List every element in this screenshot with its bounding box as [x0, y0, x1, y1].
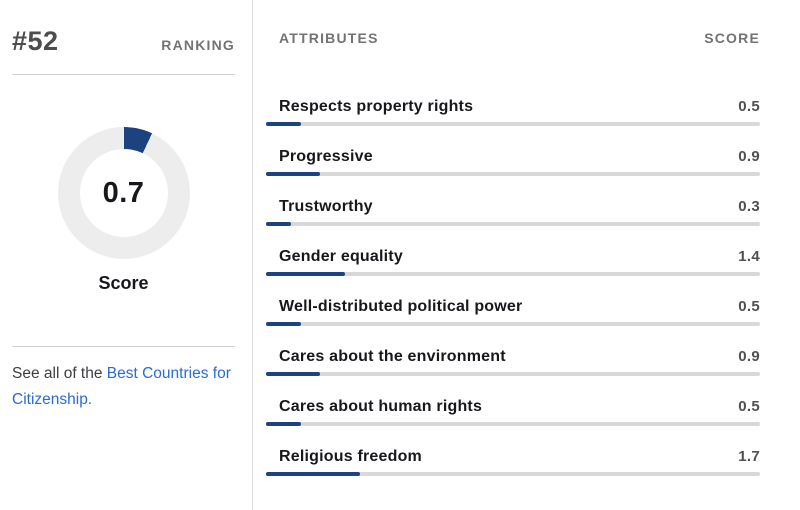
attribute-row: Well-distributed political power 0.5 — [266, 297, 760, 326]
attribute-row: Respects property rights 0.5 — [266, 97, 760, 126]
attribute-row: Religious freedom 1.7 — [266, 447, 760, 476]
score-header-label: SCORE — [704, 30, 760, 46]
attribute-bar-fill — [266, 272, 346, 276]
left-divider-rule — [12, 346, 235, 347]
ranking-header: #52 RANKING — [12, 0, 235, 75]
attribute-bar-track — [266, 322, 760, 326]
attribute-row-top: Well-distributed political power 0.5 — [266, 297, 760, 316]
donut-score-value: 0.7 — [102, 176, 145, 209]
attribute-label: Progressive — [279, 148, 373, 165]
attribute-bar-fill — [266, 472, 360, 476]
attribute-score: 0.5 — [738, 298, 760, 315]
attribute-score: 0.3 — [738, 198, 760, 215]
attribute-bar-track — [266, 472, 760, 476]
attribute-score: 0.5 — [738, 98, 760, 115]
attributes-panel: ATTRIBUTES SCORE Respects property right… — [252, 0, 800, 510]
attribute-score: 0.5 — [738, 398, 760, 415]
score-donut-chart: 0.7 — [57, 127, 190, 259]
attribute-label: Cares about the environment — [279, 348, 506, 365]
attribute-label: Trustworthy — [279, 198, 373, 215]
ranking-label: RANKING — [161, 37, 235, 53]
donut-score-label: Score — [98, 273, 149, 293]
attribute-label: Respects property rights — [279, 98, 474, 115]
attribute-bar-track — [266, 372, 760, 376]
attributes-header: ATTRIBUTES SCORE — [266, 30, 760, 46]
attribute-row: Trustworthy 0.3 — [266, 197, 760, 226]
see-all-text: See all of the Best Countries for Citize… — [12, 361, 235, 413]
attribute-score: 1.4 — [738, 248, 760, 265]
attribute-row-top: Trustworthy 0.3 — [266, 197, 760, 216]
attribute-bar-track — [266, 422, 760, 426]
attribute-row: Cares about the environment 0.9 — [266, 347, 760, 376]
attribute-label: Well-distributed political power — [279, 298, 523, 315]
attribute-bar-fill — [266, 172, 321, 176]
see-all-prefix: See all of the — [12, 365, 107, 382]
attribute-label: Gender equality — [279, 248, 403, 265]
ranking-number: #52 — [12, 26, 59, 56]
attributes-header-label: ATTRIBUTES — [279, 30, 379, 46]
attribute-bar-track — [266, 222, 760, 226]
ranking-panel: #52 RANKING 0.7 Score See all of the Bes… — [0, 0, 252, 510]
donut-hole: 0.7 — [79, 149, 168, 237]
attribute-bar-fill — [266, 422, 301, 426]
attribute-label: Cares about human rights — [279, 398, 483, 415]
attribute-row: Progressive 0.9 — [266, 147, 760, 176]
attribute-bar-fill — [266, 322, 301, 326]
attribute-score: 0.9 — [738, 348, 760, 365]
attribute-bar-track — [266, 122, 760, 126]
attribute-bar-fill — [266, 372, 321, 376]
attribute-row-top: Gender equality 1.4 — [266, 247, 760, 266]
attribute-row: Gender equality 1.4 — [266, 247, 760, 276]
attribute-rows: Respects property rights 0.5 Progressive… — [266, 97, 760, 476]
attribute-row-top: Cares about human rights 0.5 — [266, 397, 760, 416]
attribute-label: Religious freedom — [279, 448, 422, 465]
attribute-row: Cares about human rights 0.5 — [266, 397, 760, 426]
attribute-score: 0.9 — [738, 148, 760, 165]
attribute-score: 1.7 — [738, 448, 760, 465]
attribute-bar-track — [266, 172, 760, 176]
attribute-row-top: Cares about the environment 0.9 — [266, 347, 760, 366]
best-countries-citizenship-link[interactable]: Best Countries for Citizenship. — [12, 365, 231, 408]
attribute-row-top: Progressive 0.9 — [266, 147, 760, 166]
attribute-bar-fill — [266, 222, 291, 226]
attribute-bar-track — [266, 272, 760, 276]
attribute-bar-fill — [266, 122, 301, 126]
attribute-row-top: Religious freedom 1.7 — [266, 447, 760, 466]
attribute-row-top: Respects property rights 0.5 — [266, 97, 760, 116]
